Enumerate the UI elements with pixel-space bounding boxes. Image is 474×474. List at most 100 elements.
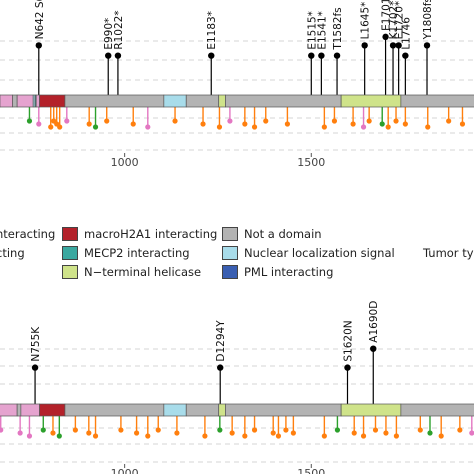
lower-mutation-dot [425,124,431,130]
lower-mutation-dot [270,430,276,436]
domain-segment [163,403,187,417]
domain-segment [64,94,165,108]
lower-mutation-dot [290,430,296,436]
lower-mutation-dot [36,121,42,127]
x-tick-label: 1000 [111,156,139,169]
lower-mutation-dot [26,118,33,124]
labeled-mutation-dot [370,345,377,352]
labeled-mutation-dot [217,364,224,371]
legend-swatch-not-a-domain [222,227,238,241]
labeled-mutation-dot [308,52,315,59]
labeled-mutation-dot [208,52,215,59]
legend-swatch-macroh2a1 [62,227,78,241]
lower-mutation-dot [283,427,289,433]
domain-segment [218,94,226,108]
mutation-label: L1746 [400,17,412,50]
labeled-mutation-dot [344,364,351,371]
mutation-label: E990* [103,18,115,50]
domain-segment [12,94,18,108]
domain-segment [185,403,220,417]
lower-mutation-dot [427,430,433,436]
lower-mutation-dot [242,433,248,439]
domain-segment [400,94,474,108]
domain-segment [0,94,14,108]
lower-mutation-dot [360,433,367,439]
lower-mutation-dot [56,433,62,439]
legend-tumor-type-title: Tumor typ [423,246,474,260]
lower-mutation-dot [17,430,23,436]
lower-mutation-dot [172,118,178,124]
lower-mutation-dot [242,121,248,127]
mutation-label: E1720* [394,1,406,40]
legend-item-nls: Nuclear localization signal [222,246,395,260]
lower-mutation-dot [92,124,99,130]
legend-label-not-a-domain: Not a domain [244,227,322,241]
domain-segment [39,94,66,108]
lower-mutation-dot [133,430,140,436]
legend-label-pml: PML interacting [244,265,334,279]
lower-mutation-dot [351,430,357,436]
domain-segment [225,94,342,108]
domain-segment [225,403,342,417]
mutation-label: S1620N [342,320,354,361]
mutation-label: A1690D [368,301,380,343]
lower-mutation-dot [334,427,341,433]
labeled-mutation-dot [361,42,368,49]
lower-mutation-dot [469,430,474,436]
lower-mutation-dot [86,430,92,436]
lower-mutation-dot [284,121,290,127]
domain-segment [16,94,34,108]
labeled-mutation-dot [333,52,341,59]
domain-segment [16,403,22,417]
domain-segment [400,403,474,417]
lower-mutation-dot [263,118,269,124]
lower-mutation-dot [118,427,124,433]
labeled-mutation-dot [31,364,39,371]
legend-item-not-a-domain: Not a domain [222,227,322,241]
lower-mutation-dot [40,427,46,433]
mutation-label: Y1808fs [422,0,434,40]
domain-segment [218,403,226,417]
lower-mutation-dot [383,430,389,436]
legend-item-macroh2a1: macroH2A1 interacting [62,227,217,241]
lower-mutation-dot [360,124,367,130]
labeled-mutation-dot [35,42,42,49]
lower-mutation-dot [202,433,208,439]
lower-mutation-dot [155,427,161,433]
legend-clipped-item-1: cting [0,246,25,260]
legend-clipped-label-0: nteracting [0,227,56,241]
domain-segment [340,94,402,108]
lower-mutation-dot [216,124,223,130]
lower-mutation-dot [366,118,372,124]
legend-swatch-nls [222,246,238,260]
lower-mutation-dot [393,118,399,124]
lower-mutation-dot [402,121,408,127]
legend-item-pml: PML interacting [222,265,333,279]
mutation-label: K1702* [388,1,400,40]
lower-mutation-dot [275,433,282,439]
lower-mutation-dot [251,124,258,130]
lower-mutation-dot [72,427,78,433]
mutation-label: L1645* [360,2,372,40]
x-tick-label: 1500 [297,156,325,169]
lower-mutation-dot [321,124,327,130]
lower-mutation-dot [393,433,399,439]
mutation-label: R1022* [113,10,125,49]
legend-swatch-pml [222,265,238,279]
labeled-mutation-dot [114,52,122,59]
labeled-mutation-dot [382,33,389,41]
labeled-mutation-dot [389,42,397,49]
lower-mutation-dot [174,430,180,436]
mutation-label: E1541* [316,11,328,50]
lower-mutation-dot [457,427,463,433]
lower-mutation-dot [145,433,151,439]
lower-mutation-dot [459,121,466,127]
legend-swatch-n-terminal-helicase [62,265,78,279]
x-tick-label: 1000 [111,467,139,474]
lower-mutation-dot [26,433,33,439]
legend-swatch-mecp2 [62,246,78,260]
legend-item-mecp2: MECP2 interacting [62,246,190,260]
lower-mutation-dot [217,427,223,433]
labeled-mutation-dot [395,42,402,49]
